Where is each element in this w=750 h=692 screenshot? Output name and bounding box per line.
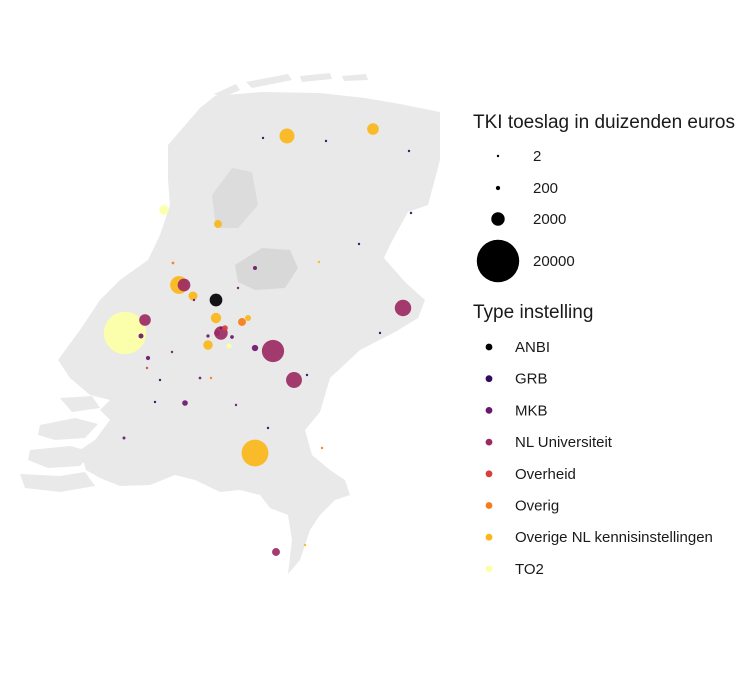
map-point-mkb xyxy=(206,334,210,338)
map-point-grb xyxy=(409,211,413,215)
map-point-mkb xyxy=(122,436,126,440)
map-point-overig xyxy=(171,261,175,265)
map-point-kennis xyxy=(188,291,198,301)
wadden-vlieland xyxy=(214,84,240,98)
zeeland-island-1 xyxy=(38,418,98,440)
type-legend-label-anbi: ANBI xyxy=(515,339,550,356)
map-point-to2 xyxy=(103,311,147,355)
size-legend: TKI toeslag in duizenden euros 2 200 2000 2… xyxy=(473,112,735,283)
wadden-texel xyxy=(178,112,206,152)
size-legend-label: 2000 xyxy=(533,211,566,228)
wadden-terschelling xyxy=(246,74,292,88)
map-point-grb xyxy=(357,242,361,246)
type-legend-key-grb xyxy=(485,375,493,383)
map-point-kennis xyxy=(214,220,222,228)
map-point-overig xyxy=(320,446,324,450)
type-legend-label-overheid: Overheid xyxy=(515,466,576,483)
map-point-kennis xyxy=(245,315,251,321)
data-points xyxy=(103,123,413,556)
size-legend-key xyxy=(491,212,505,226)
size-legend-key xyxy=(495,185,501,191)
map-point-uni xyxy=(177,278,191,292)
type-legend-key-mkb xyxy=(485,407,493,414)
map-point-kennis xyxy=(210,312,222,324)
map-point-mkb xyxy=(219,326,223,330)
map-point-to2 xyxy=(159,205,169,215)
zeeland-island-3 xyxy=(20,472,95,492)
type-legend-key-overheid xyxy=(485,470,493,478)
map-point-grb xyxy=(407,149,411,153)
size-legend-label: 2 xyxy=(533,148,541,165)
ijsselmeer xyxy=(212,168,258,228)
type-legend: Type instelling ANBI GRB MKB NL Universitei… xyxy=(473,302,713,578)
map-point-anbi xyxy=(209,293,223,307)
map-point-grb xyxy=(378,331,382,335)
map-point-overig xyxy=(209,376,213,380)
map-point-to2 xyxy=(226,343,232,349)
size-legend-title: TKI toeslag in duizenden euros xyxy=(473,112,735,133)
type-legend-key-anbi xyxy=(485,343,493,351)
type-legend-label-uni: NL Universiteit xyxy=(515,434,613,451)
map-point-mkb xyxy=(252,265,258,271)
map-point-grb xyxy=(153,400,157,404)
flevoland xyxy=(235,248,298,290)
map-point-uni xyxy=(261,339,285,363)
wadden-ameland xyxy=(300,73,332,82)
size-legend-label: 20000 xyxy=(533,253,575,270)
map-point-kennis xyxy=(303,543,307,547)
map-point-grb xyxy=(158,378,162,382)
map-point-kennis xyxy=(241,439,269,467)
type-legend-label-overig: Overig xyxy=(515,498,559,515)
map-point-mkb xyxy=(236,286,240,290)
type-legend-key-uni xyxy=(485,438,493,446)
map-point-grb xyxy=(261,136,265,140)
map-point-mkb xyxy=(138,333,144,339)
land-shapes xyxy=(20,73,440,574)
zeeland-island-2 xyxy=(28,446,92,468)
map-point-kennis xyxy=(203,340,213,350)
map-point-mkb xyxy=(182,400,188,406)
size-legend-label: 200 xyxy=(533,180,558,197)
map-point-mkb xyxy=(251,344,259,352)
wadden-schiermonnikoog xyxy=(342,74,368,81)
type-legend-key-to2 xyxy=(485,565,493,573)
map-point-grb xyxy=(305,373,309,377)
type-legend-label-grb: GRB xyxy=(515,371,548,388)
map-point-uni xyxy=(139,314,151,326)
type-legend-label-mkb: MKB xyxy=(515,402,548,419)
map-point-grb xyxy=(266,426,270,430)
map-point-uni xyxy=(286,372,302,388)
mainland-shape xyxy=(58,92,440,574)
map-point-grb xyxy=(324,139,328,143)
size-legend-key xyxy=(496,154,500,158)
type-legend-label-to2: TO2 xyxy=(515,561,544,578)
map-point-overheid xyxy=(145,366,149,370)
map-point-kennis xyxy=(367,123,379,135)
map-point-mkb xyxy=(198,376,202,380)
map-point-mkb xyxy=(234,403,238,407)
zeeland-island-4 xyxy=(60,396,100,412)
map-point-uni xyxy=(394,299,412,317)
type-legend-key-overig xyxy=(485,502,493,509)
map-point-mkb xyxy=(170,350,174,354)
map-point-mkb xyxy=(145,355,151,361)
type-legend-title: Type instelling xyxy=(473,302,593,323)
type-legend-key-kennis xyxy=(485,533,493,541)
type-legend-label-kennis: Overige NL kennisinstellingen xyxy=(515,529,713,546)
map-point-uni xyxy=(214,330,220,336)
map-point-overig xyxy=(238,318,246,326)
map-point-mkb xyxy=(230,335,234,339)
size-legend-key xyxy=(476,239,520,283)
map-point-mkb xyxy=(192,298,196,302)
map-point-kennis xyxy=(279,128,295,144)
map-point-kennis xyxy=(317,260,321,264)
map-point-overheid xyxy=(222,325,228,331)
map-point-uni xyxy=(272,548,280,556)
